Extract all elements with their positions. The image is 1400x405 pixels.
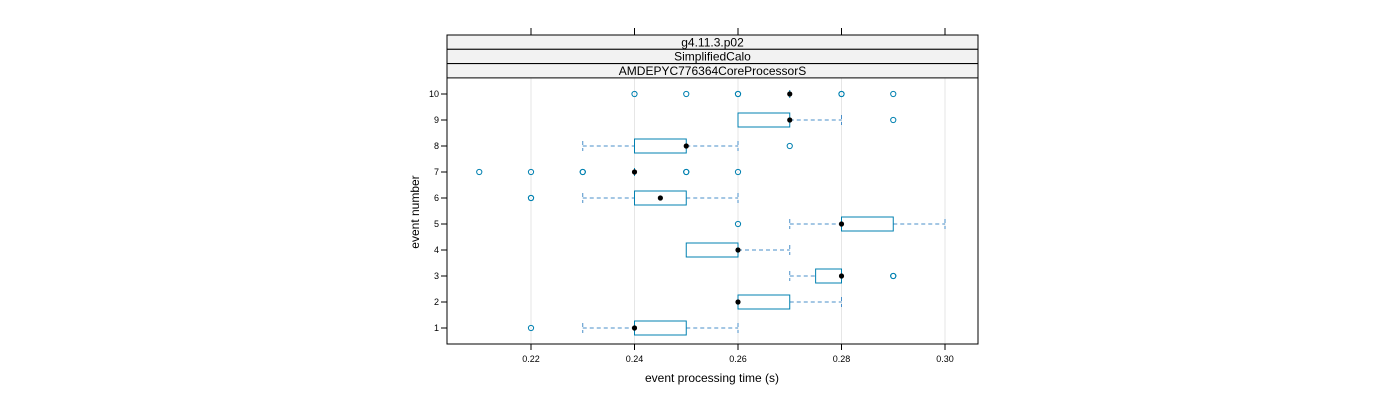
- y-axis-label: event number: [408, 175, 422, 248]
- median-point: [735, 299, 741, 305]
- median-point: [787, 91, 793, 97]
- plot-panel: [446, 34, 979, 345]
- box: [685, 242, 739, 258]
- y-tick-label: 3: [434, 271, 439, 281]
- outlier-point: [890, 90, 897, 98]
- y-tick-label: 2: [434, 297, 439, 307]
- x-axis: 0.22 0.24 0.26 0.28 0.30: [522, 344, 954, 364]
- outlier-point: [631, 90, 638, 98]
- box-event-2: [735, 294, 842, 310]
- top-axis-ticks: [530, 28, 946, 35]
- x-tick-label: 0.26: [729, 354, 747, 364]
- box: [815, 268, 842, 284]
- strip-label: SimplifiedCalo: [674, 50, 751, 64]
- y-tick-label: 5: [434, 219, 439, 229]
- median-point: [657, 195, 663, 201]
- outlier-point: [476, 168, 483, 176]
- box: [634, 190, 687, 206]
- box: [634, 138, 687, 154]
- box-event-9: [737, 112, 897, 128]
- y-tick-label: 7: [434, 167, 439, 177]
- outlier-point: [734, 168, 742, 176]
- y-tick-label: 9: [434, 115, 439, 125]
- median-point: [735, 247, 741, 253]
- strip-headers: g4.11.3.p02SimplifiedCaloAMDEPYC776364Co…: [446, 34, 979, 79]
- x-tick-label: 0.30: [936, 354, 954, 364]
- y-tick-label: 8: [434, 141, 439, 151]
- median-point: [838, 273, 845, 279]
- box-event-1: [527, 320, 739, 336]
- box-event-10: [631, 90, 897, 98]
- box-event-4: [685, 242, 791, 258]
- box: [737, 112, 791, 128]
- y-tick-label: 6: [434, 193, 439, 203]
- box-event-6: [527, 190, 739, 206]
- box: [737, 294, 791, 310]
- median-point: [631, 325, 638, 331]
- outlier-point: [683, 168, 690, 176]
- outlier-point: [527, 324, 535, 332]
- median-point: [683, 143, 689, 149]
- x-tick-label: 0.28: [833, 354, 851, 364]
- outlier-point: [683, 90, 690, 98]
- box: [841, 216, 894, 232]
- median-point: [631, 169, 638, 175]
- box-event-5: [734, 216, 946, 232]
- y-axis: 1 2 3 4 5 6 7 8 9 10: [429, 89, 447, 333]
- x-tick-label: 0.22: [522, 354, 540, 364]
- strip-label: g4.11.3.p02: [681, 35, 744, 49]
- outlier-point: [838, 90, 845, 98]
- x-tick-label: 0.24: [626, 354, 644, 364]
- box-series: [476, 90, 946, 336]
- box-event-3: [789, 268, 897, 284]
- strip-label: AMDEPYC776364CoreProcessorS: [619, 64, 806, 78]
- box: [634, 320, 687, 336]
- median-point: [838, 221, 845, 227]
- outlier-point: [786, 142, 793, 150]
- y-tick-label: 10: [429, 89, 439, 99]
- outlier-point: [527, 168, 535, 176]
- outlier-point: [527, 194, 535, 202]
- outlier-point: [890, 272, 897, 280]
- y-tick-label: 1: [434, 323, 439, 333]
- y-tick-label: 4: [434, 245, 439, 255]
- box-event-8: [582, 138, 793, 154]
- box-event-7: [476, 168, 742, 176]
- outlier-point: [734, 220, 742, 228]
- outlier-point: [734, 90, 742, 98]
- median-point: [787, 117, 793, 123]
- outlier-point: [890, 116, 897, 124]
- x-axis-label: event processing time (s): [645, 371, 779, 385]
- outlier-point: [579, 168, 586, 176]
